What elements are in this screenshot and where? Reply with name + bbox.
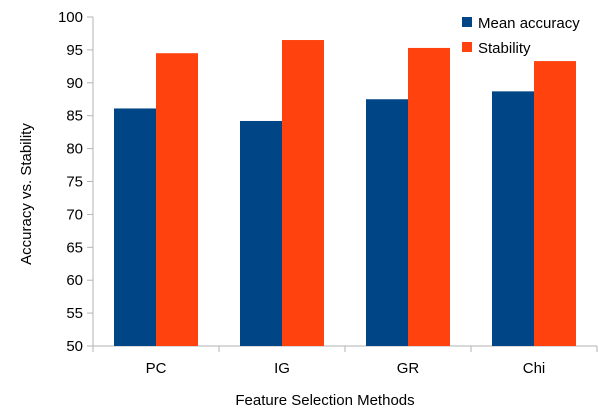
bar-mean-accuracy-ig [240, 120, 282, 347]
bar-stability-gr [408, 47, 450, 347]
y-tick-label: 85 [66, 108, 83, 125]
y-tick-label: 65 [66, 239, 83, 256]
y-tick-label: 100 [58, 9, 83, 26]
y-tick-label: 50 [66, 338, 83, 355]
bar-mean-accuracy-chi [492, 91, 534, 346]
x-tick-label: PC [146, 360, 167, 377]
bar-mean-accuracy-gr [366, 99, 408, 346]
x-axis-title: Feature Selection Methods [235, 392, 414, 409]
x-tick-label: Chi [523, 360, 546, 377]
legend-swatch [462, 42, 472, 52]
x-tick-label: IG [274, 360, 290, 377]
legend-swatch [462, 17, 472, 27]
y-tick-label: 75 [66, 174, 83, 191]
bar-stability-ig [282, 40, 324, 346]
bars [114, 40, 576, 347]
y-axis-title: Accuracy vs. Stability [18, 123, 35, 265]
tick-labels: 50 55 60 65 70 75 80 85 90 95 100 PC IG GR Chi [58, 9, 545, 377]
bar-stability-chi [534, 61, 576, 346]
y-tick-label: 60 [66, 272, 83, 289]
y-tick-label: 90 [66, 75, 83, 92]
legend-label: Stability [478, 40, 531, 57]
y-tick-label: 55 [66, 305, 83, 322]
x-tick-label: GR [397, 360, 420, 377]
y-tick-label: 95 [66, 42, 83, 59]
legend: Mean accuracy Stability [462, 15, 580, 57]
bar-mean-accuracy-pc [114, 108, 156, 346]
bar-stability-pc [156, 53, 198, 346]
y-tick-label: 80 [66, 141, 83, 158]
y-tick-label: 70 [66, 206, 83, 223]
legend-label: Mean accuracy [478, 15, 580, 32]
